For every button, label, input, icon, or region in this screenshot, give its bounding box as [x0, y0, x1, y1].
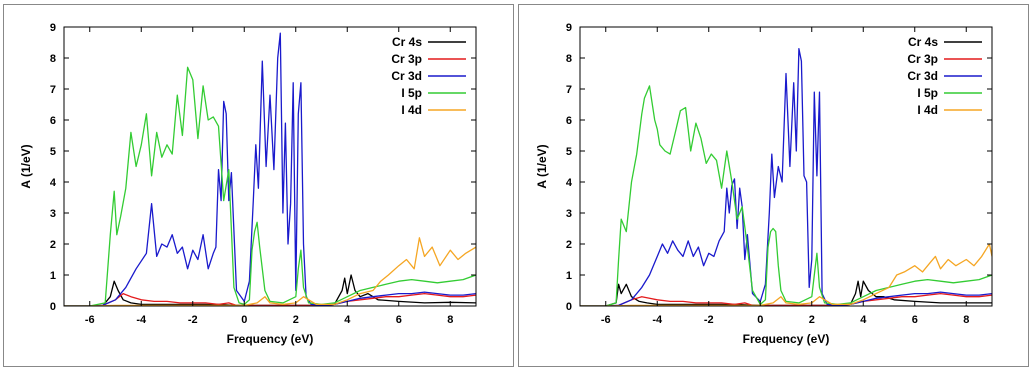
legend-label-i-5p: I 5p [917, 86, 938, 100]
y-tick-label: 8 [566, 53, 572, 65]
y-tick-label: 0 [566, 301, 572, 313]
y-axis-label: A (1/eV) [535, 144, 549, 188]
y-tick-label: 6 [566, 115, 572, 127]
x-tick-label: 0 [757, 314, 763, 326]
legend-label-cr-3p: Cr 3p [391, 52, 422, 66]
y-tick-label: 9 [50, 22, 56, 34]
series-line-i-4d [64, 237, 476, 306]
x-tick-label: 8 [963, 314, 969, 326]
x-tick-label: -6 [601, 314, 611, 326]
legend: Cr 4s Cr 3p Cr 3d I 5p I 4d [907, 35, 982, 117]
legend-label-cr-3d: Cr 3d [907, 69, 938, 83]
series-line-i-5p [580, 85, 992, 306]
y-tick-label: 5 [50, 146, 56, 158]
y-tick-label: 1 [50, 270, 56, 282]
chart-panel-left: 0 1 2 3 4 5 6 7 8 9 -6 -4 -2 0 2 4 6 8 Frequency (eV) A (1/… [3, 4, 514, 367]
x-tick-label: 4 [860, 314, 867, 326]
series-line-i-4d [580, 243, 992, 306]
legend-label-cr-4s: Cr 4s [392, 35, 422, 49]
x-tick-label: -2 [188, 314, 198, 326]
chart-panel-right: 0 1 2 3 4 5 6 7 8 9 -6 -4 -2 0 2 4 6 8 Frequency (eV) A (1/… [516, 0, 1031, 369]
x-tick-label: 8 [447, 314, 453, 326]
series-line-i-5p [64, 66, 476, 306]
y-axis-label: A (1/eV) [19, 144, 33, 188]
y-tick-label: 1 [566, 270, 572, 282]
y-tick-label: 4 [50, 177, 57, 189]
y-tick-label: 3 [50, 208, 56, 220]
series-line-cr-3p [580, 292, 992, 306]
plot-area-border [63, 26, 477, 307]
y-tick-label: 7 [566, 84, 572, 96]
x-tick-label: 0 [241, 314, 247, 326]
series-group [580, 48, 992, 306]
plot-area-border [579, 26, 993, 307]
panel-border [3, 4, 514, 367]
y-tick-label: 6 [50, 115, 56, 127]
x-tick-label: -4 [136, 314, 147, 326]
x-axis-label: Frequency (eV) [227, 332, 314, 346]
x-tick-label: 2 [809, 314, 815, 326]
x-tick-label: -2 [704, 314, 714, 326]
x-tick-label: 6 [912, 314, 918, 326]
legend-label-i-4d: I 4d [917, 103, 938, 117]
y-tick-label: 2 [50, 239, 56, 251]
y-tick-label: 7 [50, 84, 56, 96]
legend-label-i-4d: I 4d [401, 103, 422, 117]
y-tick-label: 0 [50, 301, 56, 313]
y-tick-label: 3 [566, 208, 572, 220]
legend: Cr 4s Cr 3p Cr 3d I 5p I 4d [391, 35, 466, 117]
x-tick-label: -4 [652, 314, 663, 326]
legend-label-cr-4s: Cr 4s [908, 35, 938, 49]
series-line-cr-3p [64, 292, 476, 306]
x-tick-label: 4 [344, 314, 351, 326]
y-tick-label: 2 [566, 239, 572, 251]
x-axis-label: Frequency (eV) [743, 332, 830, 346]
y-tick-label: 8 [50, 53, 56, 65]
x-tick-label: 6 [396, 314, 402, 326]
legend-label-i-5p: I 5p [401, 86, 422, 100]
dos-chart-left: 0 1 2 3 4 5 6 7 8 9 -6 -4 -2 0 2 4 6 8 Frequency (eV) A (1/… [19, 22, 477, 346]
series-group [64, 32, 476, 306]
x-tick-label: -6 [85, 314, 95, 326]
y-tick-label: 4 [566, 177, 573, 189]
y-tick-label: 5 [566, 146, 572, 158]
legend-label-cr-3p: Cr 3p [907, 52, 938, 66]
x-tick-label: 2 [293, 314, 299, 326]
y-tick-label: 9 [566, 22, 572, 34]
panel-border [518, 4, 1029, 367]
dos-chart-right: 0 1 2 3 4 5 6 7 8 9 -6 -4 -2 0 2 4 6 8 Frequency (eV) A (1/… [535, 22, 993, 346]
series-line-cr-3d [64, 32, 476, 306]
legend-label-cr-3d: Cr 3d [391, 69, 422, 83]
